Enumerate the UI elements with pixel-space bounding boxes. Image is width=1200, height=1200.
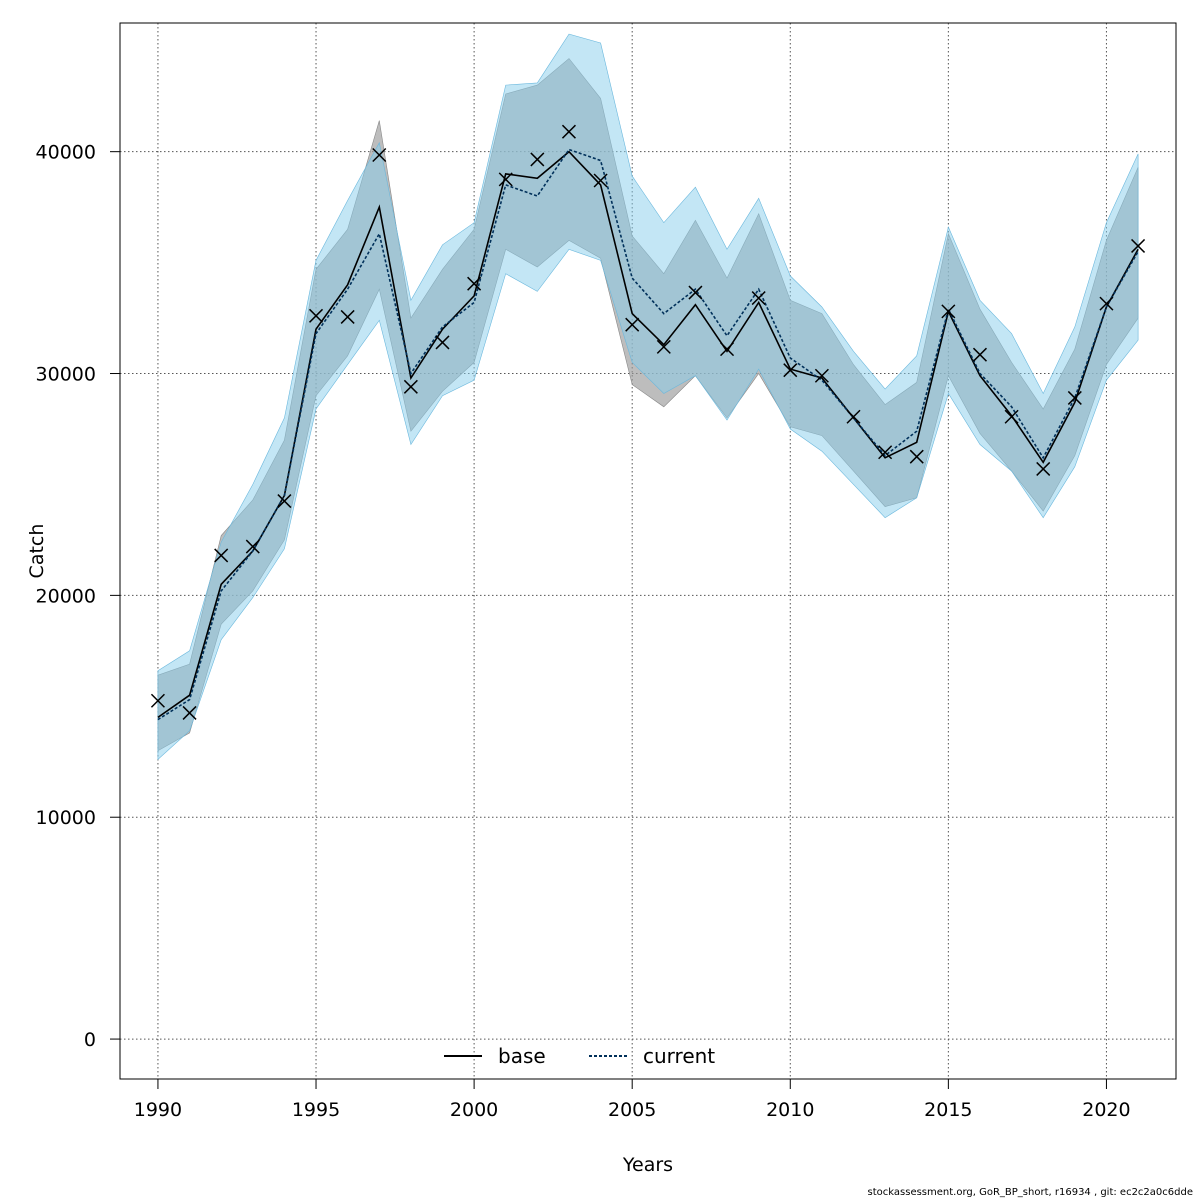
observed-marker-2014 (909, 449, 924, 464)
observed-markers (150, 124, 1146, 720)
observed-marker-2007 (688, 285, 703, 300)
x-tick-label-2020: 2020 (1082, 1099, 1130, 1121)
observed-marker-1994 (277, 494, 292, 509)
observed-marker-2000 (467, 276, 482, 291)
y-axis: 0 10000 20000 30000 40000 (36, 142, 121, 1051)
observed-marker-2001 (498, 172, 513, 187)
y-tick-label-10000: 10000 (36, 807, 96, 829)
x-tick-label-1990: 1990 (134, 1099, 182, 1121)
observed-marker-2008 (720, 342, 735, 357)
x-tick-label-2005: 2005 (608, 1099, 656, 1121)
footnote: stockassessment.org, GoR_BP_short, r1693… (867, 1187, 1193, 1198)
legend: base current (444, 1044, 715, 1068)
observed-marker-2018 (1036, 461, 1051, 476)
observed-marker-2021 (1131, 238, 1146, 253)
observed-marker-2019 (1067, 390, 1082, 405)
legend-base-label: base (498, 1044, 546, 1068)
y-tick-label-20000: 20000 (36, 585, 96, 607)
x-tick-label-1995: 1995 (292, 1099, 340, 1121)
observed-marker-2004 (593, 173, 608, 188)
observed-marker-2009 (751, 291, 766, 306)
x-tick-label-2015: 2015 (924, 1099, 972, 1121)
observed-marker-1990 (150, 693, 165, 708)
observed-marker-1998 (403, 379, 418, 394)
observed-marker-1992 (214, 548, 229, 563)
confidence-bands (157, 33, 1139, 761)
observed-marker-2015 (941, 304, 956, 319)
x-axis-title: Years (622, 1154, 673, 1176)
y-tick-label-0: 0 (84, 1029, 96, 1051)
observed-marker-2016 (972, 347, 988, 362)
x-axis: 1990 1995 2000 2005 2010 2015 2020 (134, 1078, 1131, 1121)
y-tick-label-30000: 30000 (36, 364, 96, 386)
observed-marker-2013 (878, 445, 893, 460)
observed-marker-1991 (182, 705, 197, 720)
observed-marker-1993 (245, 539, 260, 554)
observed-marker-2020 (1099, 296, 1114, 311)
observed-marker-1999 (435, 335, 450, 350)
x-tick-label-2000: 2000 (450, 1099, 498, 1121)
current-confidence-band (157, 33, 1139, 761)
x-tick-label-2010: 2010 (766, 1099, 814, 1121)
observed-marker-2003 (561, 124, 576, 139)
observed-marker-1996 (340, 309, 355, 324)
observed-marker-2017 (1004, 409, 1019, 424)
y-axis-title: Catch (26, 524, 48, 579)
observed-marker-2006 (656, 339, 671, 354)
observed-marker-2010 (783, 363, 798, 378)
observed-marker-1995 (308, 308, 324, 323)
y-tick-label-40000: 40000 (36, 142, 96, 164)
legend-current-label: current (643, 1044, 715, 1068)
observed-marker-2002 (530, 152, 545, 167)
observed-marker-2012 (846, 409, 861, 424)
observed-marker-2005 (625, 317, 640, 332)
observed-marker-2011 (814, 368, 829, 383)
observed-marker-1997 (372, 147, 387, 163)
